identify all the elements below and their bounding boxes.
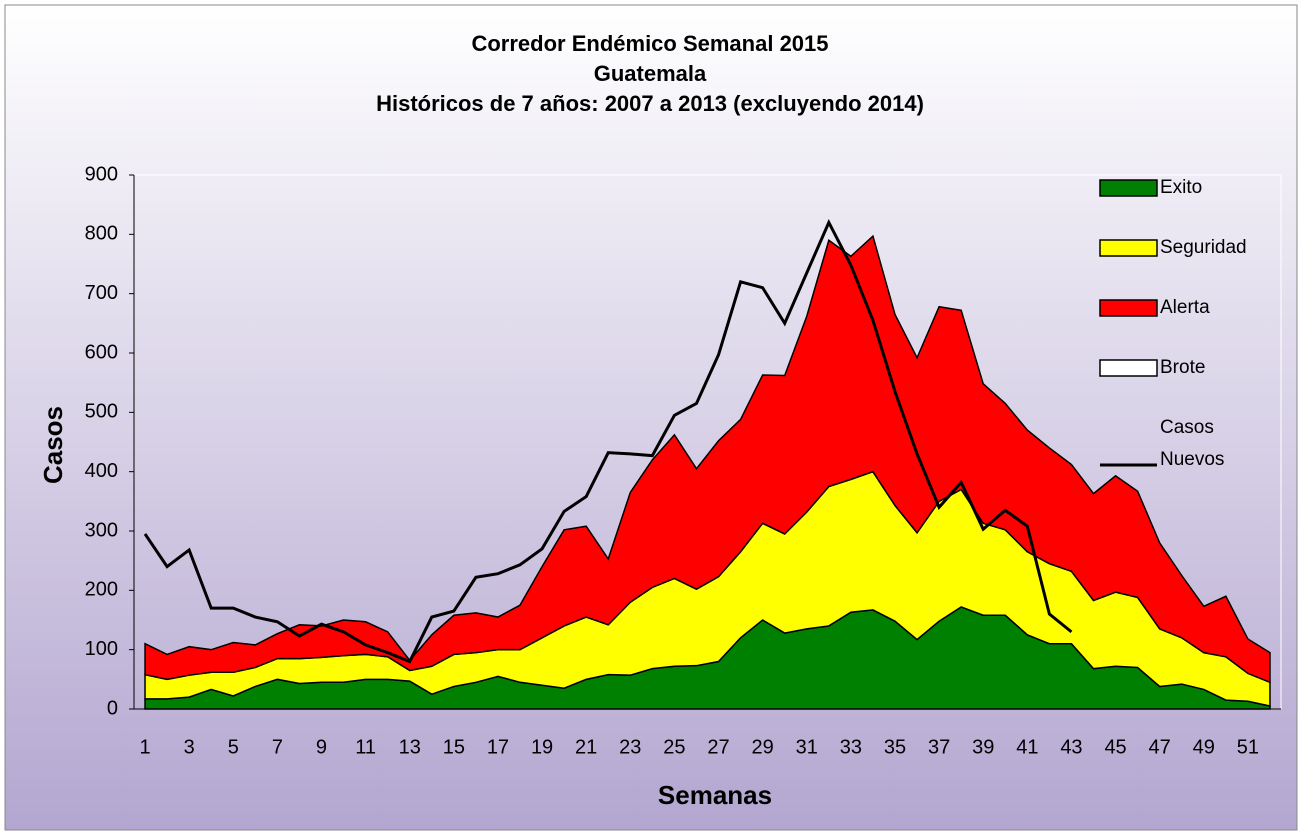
- plot-marks: [143, 218, 1271, 710]
- x-tick-label: 43: [1060, 736, 1082, 758]
- x-tick-label: 7: [272, 736, 283, 758]
- y-tick-label: 0: [107, 697, 118, 719]
- legend-entry: Alerta: [1160, 297, 1210, 318]
- x-tick-label: 17: [487, 736, 509, 758]
- y-tick-label: 500: [85, 401, 118, 423]
- y-tick-label: 700: [85, 282, 118, 304]
- y-tick-label: 600: [85, 341, 118, 363]
- area: [144, 234, 1271, 684]
- x-tick-label: 15: [443, 736, 465, 758]
- chart-subtitle: Guatemala: [594, 61, 707, 86]
- y-tick-label: 800: [85, 223, 118, 245]
- legend-swatch: [1099, 299, 1158, 317]
- y-tick-label: 300: [85, 519, 118, 541]
- legend-label: Exito: [1160, 177, 1203, 198]
- x-tick-label: 41: [1016, 736, 1038, 758]
- legend-label: Alerta: [1160, 297, 1210, 318]
- x-tick-label: 31: [796, 736, 818, 758]
- legend-entry: Brote: [1160, 357, 1206, 378]
- y-axis-label: Casos: [38, 406, 68, 484]
- legend-label: Seguridad: [1160, 237, 1247, 258]
- chart-title: Corredor Endémico Semanal 2015: [471, 31, 828, 56]
- x-tick-label: 11: [355, 736, 376, 758]
- x-tick-label: 37: [928, 736, 950, 758]
- legend-entry: Exito: [1160, 177, 1203, 198]
- x-tick-label: 45: [1104, 736, 1126, 758]
- x-tick-label: 13: [399, 736, 421, 758]
- legend-entry: Casos Nuevos: [1160, 417, 1225, 470]
- legend-swatch: [1099, 179, 1158, 197]
- chart-subtitle: Históricos de 7 años: 2007 a 2013 (exclu…: [376, 91, 924, 116]
- x-tick-label: 3: [184, 736, 195, 758]
- legend-label: Brote: [1160, 357, 1206, 378]
- x-tick-label: 49: [1193, 736, 1215, 758]
- x-tick-label: 25: [663, 736, 685, 758]
- legend-swatch: [1099, 239, 1158, 257]
- x-tick-label: 21: [575, 736, 597, 758]
- y-tick-label: 100: [85, 638, 118, 660]
- line: [143, 218, 1073, 664]
- x-tick-label: 39: [972, 736, 994, 758]
- x-tick-label: 23: [619, 736, 641, 758]
- x-tick-label: 29: [752, 736, 774, 758]
- x-tick-label: 5: [228, 736, 239, 758]
- y-tick-label: 400: [85, 460, 118, 482]
- x-tick-label: 19: [531, 736, 553, 758]
- x-tick-label: 51: [1237, 736, 1259, 758]
- x-axis-label: Semanas: [658, 780, 772, 810]
- x-tick-label: 33: [840, 736, 862, 758]
- legend-entry: Seguridad: [1160, 237, 1247, 258]
- x-tick-label: 35: [884, 736, 906, 758]
- x-tick-label: 9: [316, 736, 327, 758]
- x-tick-label: 47: [1149, 736, 1171, 758]
- legend-label: Casos Nuevos: [1160, 417, 1225, 470]
- x-tick-label: 1: [139, 736, 150, 758]
- y-tick-label: 900: [85, 163, 118, 185]
- legend-swatch: [1099, 359, 1158, 377]
- x-tick-label: 27: [707, 736, 729, 758]
- y-tick-label: 200: [85, 579, 118, 601]
